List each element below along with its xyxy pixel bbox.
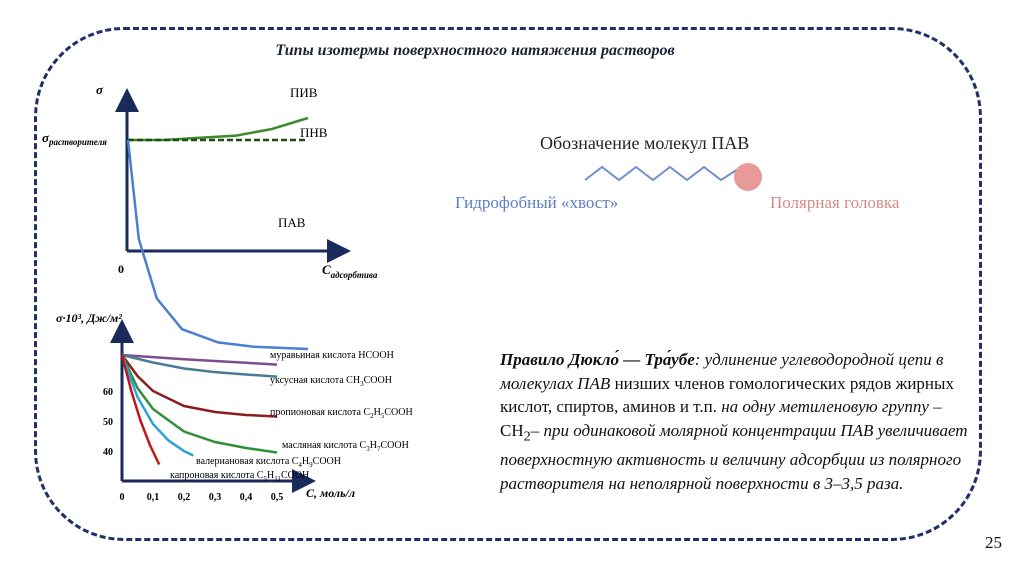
legend-propionic: пропионовая кислота C2H5COOH: [270, 407, 413, 420]
chart1-x-label: Cадсорбтива: [322, 262, 378, 280]
rule-text-1: : удлинение углеводородной цепи в молеку…: [500, 350, 944, 393]
chart2-x-tick: 0,4: [240, 492, 253, 503]
chart2-series-line: [120, 354, 161, 466]
chart2-y-tick: 60: [103, 387, 113, 398]
chart1-label-pnv: ПНВ: [300, 125, 328, 140]
chart1-label-pav: ПАВ: [278, 215, 306, 230]
rule-text-2: низших членов гомологических рядов жирны…: [500, 373, 954, 417]
chart2-y-label: σ·10³, Дж/м²: [56, 311, 122, 325]
chart2-x-tick: 0,3: [209, 492, 222, 503]
polar-head: [734, 163, 762, 191]
chart1-origin-label: 0: [118, 262, 124, 276]
chart2-x-tick: 0,1: [147, 492, 160, 503]
legend-butyric: масляная кислота C3H7COOH: [282, 440, 409, 453]
chart1-y-label: σ: [96, 82, 104, 97]
chart2-y-tick: 50: [103, 417, 113, 428]
hydrophobic-tail: [584, 165, 739, 182]
duclaux-traube-rule: Правило Дюкло́ — Тра́убе: удлинение угле…: [500, 348, 970, 495]
chart1-label-piv: ПИВ: [290, 85, 318, 100]
chart2-x-tick: 0,5: [271, 492, 284, 503]
legend-valeric: валериановая кислота C4H9COOH: [196, 456, 341, 469]
legend-caproic: капроновая кислота C5H11COOH: [170, 470, 309, 483]
chart2-series-line: [120, 354, 194, 457]
molecule-caption: Обозначение молекул ПАВ: [540, 133, 750, 153]
chart2-series-line: [120, 354, 278, 454]
chart1-solvent-label: σрастворителя: [42, 130, 107, 147]
rule-text-4: – при одинаковой молярной концентрации П…: [500, 420, 968, 493]
tail-label: Гидрофобный «хвост»: [455, 193, 619, 212]
legend-acetic: уксусная кислота CH3COOH: [270, 375, 392, 388]
page-number: 25: [985, 533, 1002, 552]
chart2-x-label: С, моль/л: [306, 486, 355, 500]
rule-text-3: на одну метиленовую группу –: [721, 397, 942, 416]
chart2-series-line: [121, 353, 278, 378]
slide-frame: [34, 27, 982, 541]
chart2-series-line: [120, 354, 278, 418]
chart2-x-tick: 0: [120, 492, 125, 503]
slide-title: Типы изотермы поверхностного натяжения р…: [275, 42, 675, 59]
chart1-series-pav: [126, 139, 309, 351]
legend-formic: муравьиная кислота HCOOH: [270, 350, 394, 361]
rule-name: Правило Дюкло́ — Тра́убе: [500, 350, 695, 369]
chart2-y-tick: 40: [103, 447, 113, 458]
chart2-series-line: [121, 353, 278, 366]
chart2-x-tick: 0,2: [178, 492, 191, 503]
surfactant-molecule: [584, 163, 762, 191]
rule-ch2: СН2: [500, 420, 531, 444]
head-label: Полярная головка: [770, 193, 900, 212]
